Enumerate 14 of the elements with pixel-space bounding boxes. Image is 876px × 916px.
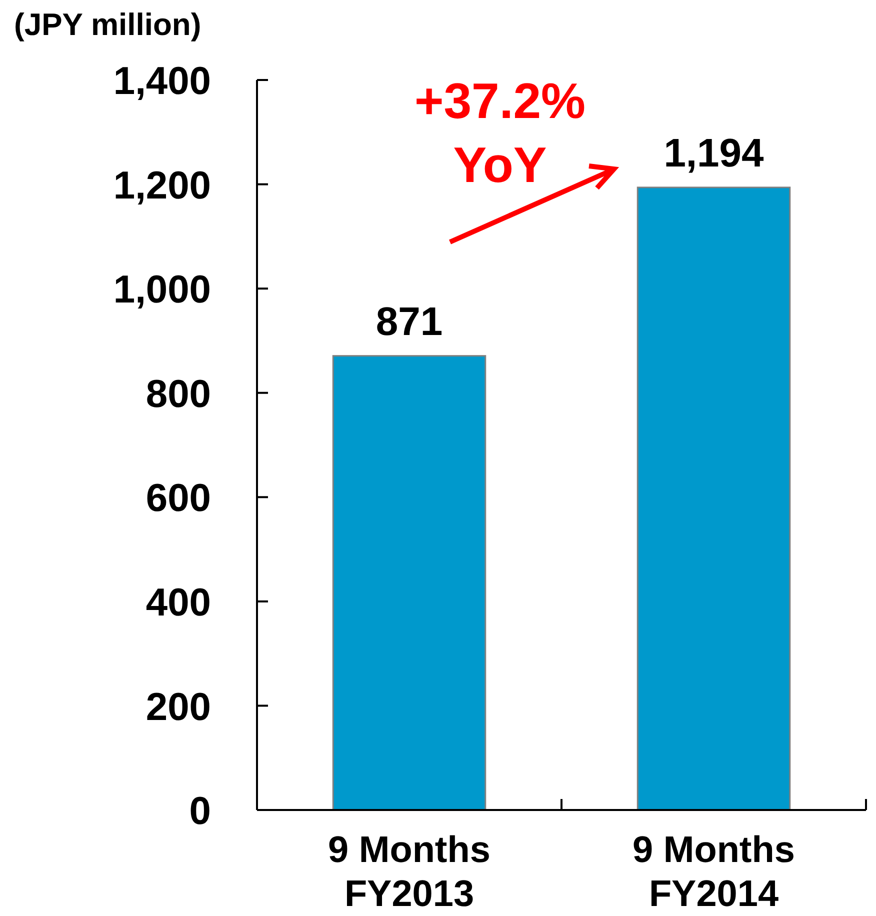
- x-tick-label: 9 Months FY2013: [328, 829, 490, 914]
- data-label: 871: [376, 300, 443, 344]
- y-tick-label: 600: [146, 477, 211, 520]
- x-tick-label: 9 Months FY2014: [632, 829, 795, 914]
- y-tick-label: 200: [146, 686, 211, 729]
- y-tick-label: 0: [189, 790, 211, 834]
- y-axis-title: (JPY million): [14, 7, 202, 42]
- annotation: +37.2% YoY: [414, 73, 586, 193]
- data-label: 1,194: [664, 131, 765, 176]
- y-tick-label: 400: [146, 581, 211, 624]
- y-tick-label: 1,200: [113, 164, 211, 208]
- y-tick-label: 800: [146, 372, 211, 416]
- y-tick-label: 1,000: [113, 268, 211, 312]
- y-tick-label: 1,400: [113, 60, 211, 104]
